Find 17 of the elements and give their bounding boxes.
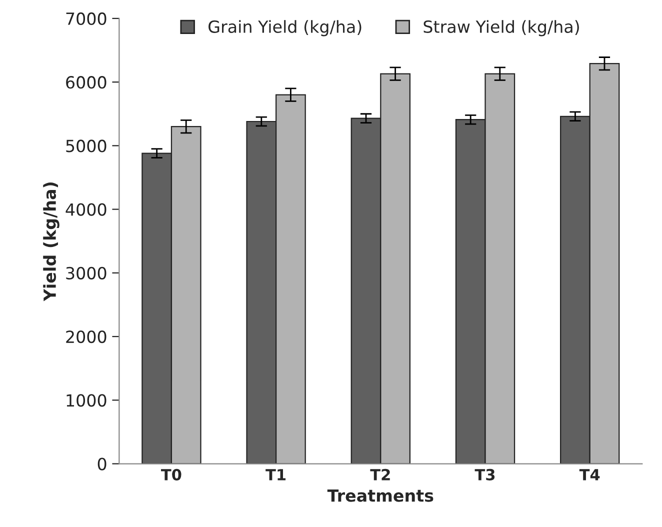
legend-label: Grain Yield (kg/ha) (208, 20, 362, 36)
y-tick-label: 3000 (66, 266, 106, 280)
y-axis-title: Yield (kg/ha) (43, 182, 60, 302)
y-tick-label: 0 (98, 458, 106, 470)
y-tick-label: 5000 (66, 140, 106, 152)
y-tick-label: 2000 (66, 330, 106, 344)
x-tick-label: T3 (474, 468, 495, 480)
x-tick-label: T2 (370, 468, 390, 480)
x-tick-label: T4 (579, 469, 600, 480)
y-tick-label: 7000 (66, 12, 106, 26)
y-tick-label: 6000 (66, 76, 106, 89)
y-tick-label: 1000 (66, 394, 106, 407)
x-axis-title: Treatments (327, 489, 434, 502)
legend-label: Straw Yield (kg/ha) (424, 20, 579, 36)
x-tick-label: T1 (266, 469, 286, 480)
x-tick-label: T0 (161, 468, 182, 480)
y-tick-label: 4000 (66, 203, 106, 216)
